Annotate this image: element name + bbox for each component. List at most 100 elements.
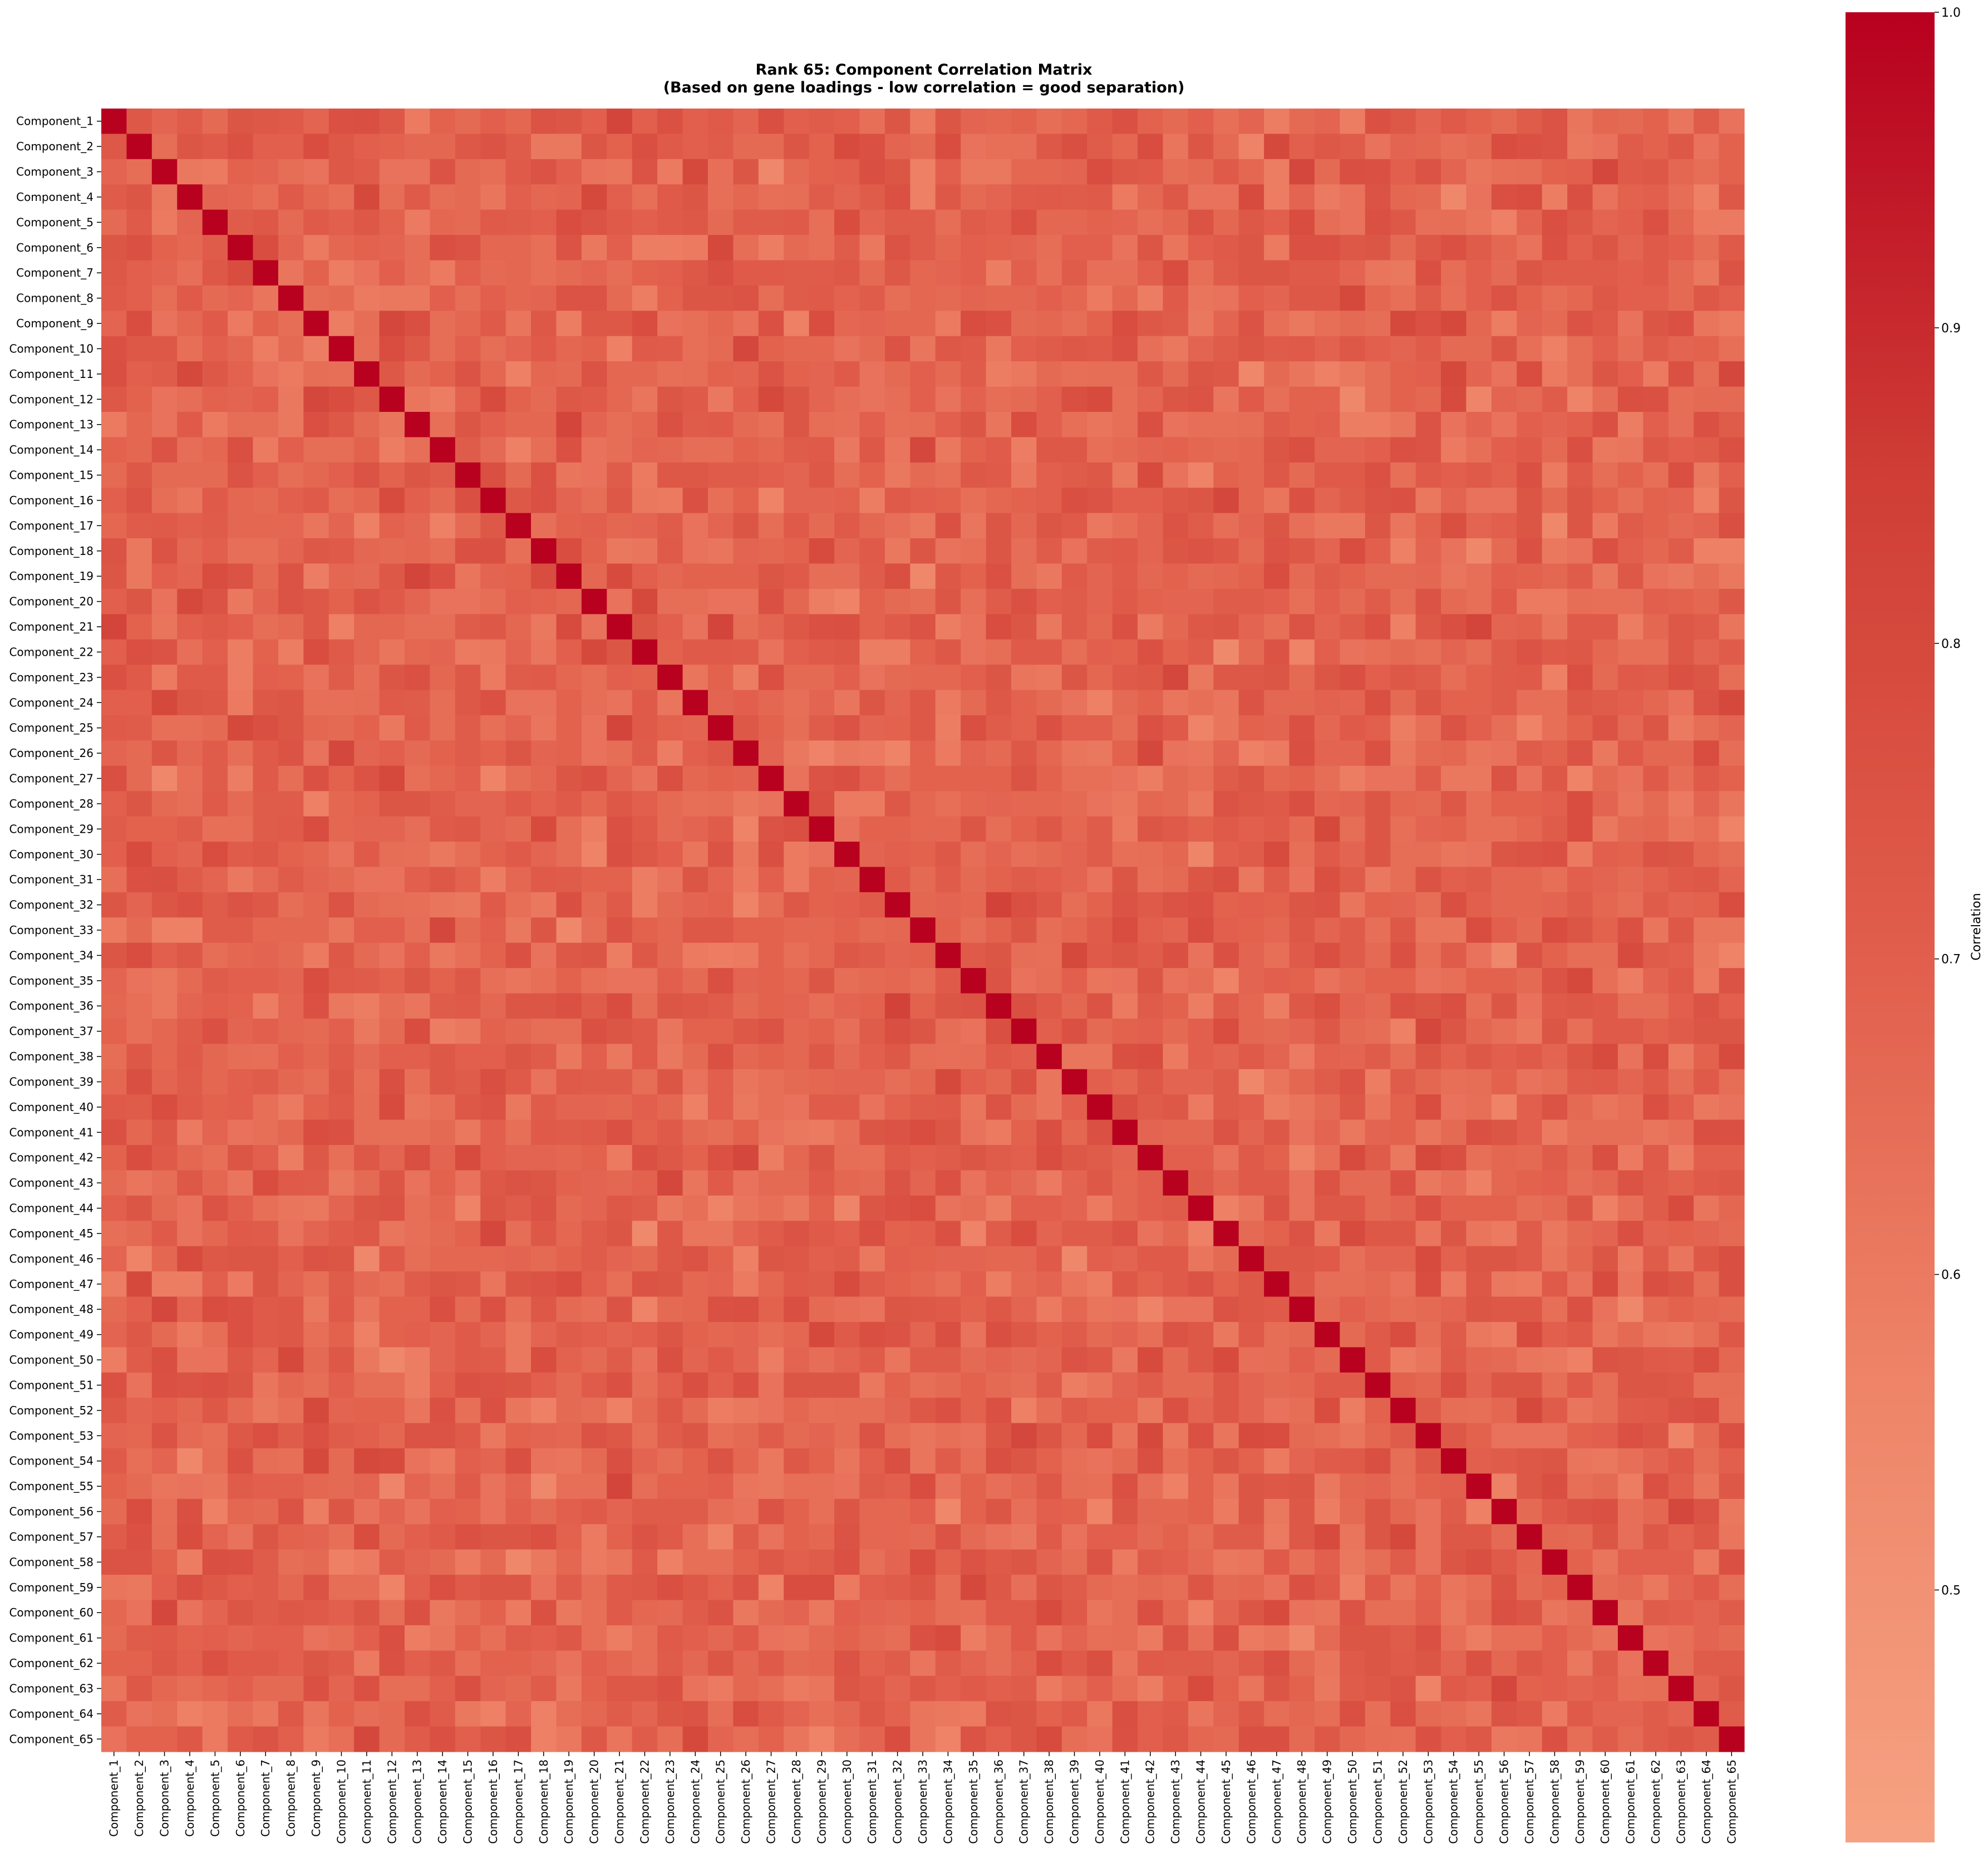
heatmap-cell — [228, 791, 254, 817]
heatmap-cell — [1517, 184, 1543, 210]
heatmap-cell — [1087, 235, 1113, 261]
heatmap-cell — [1719, 715, 1745, 741]
heatmap-cell — [1061, 134, 1088, 160]
heatmap-cell — [379, 488, 405, 514]
heatmap-cell — [935, 588, 961, 615]
heatmap-cell — [859, 1701, 885, 1727]
heatmap-cell — [480, 1600, 506, 1626]
heatmap-cell — [632, 1372, 658, 1398]
heatmap-cell — [253, 184, 279, 210]
heatmap-cell — [303, 462, 329, 488]
heatmap-cell — [607, 311, 633, 337]
heatmap-cell — [961, 639, 987, 665]
heatmap-cell — [1491, 260, 1517, 286]
heatmap-cell — [1592, 1398, 1618, 1424]
heatmap-cell — [328, 563, 355, 589]
heatmap-cell — [379, 816, 405, 842]
heatmap-cell — [278, 1650, 304, 1677]
heatmap-cell — [1011, 159, 1037, 185]
heatmap-cell — [809, 993, 835, 1019]
heatmap-cell — [1567, 791, 1593, 817]
heatmap-cell — [126, 1524, 152, 1550]
heatmap-cell — [1238, 1018, 1264, 1044]
heatmap-cell — [859, 361, 885, 387]
heatmap-cell — [531, 614, 557, 640]
heatmap-cell — [1112, 1044, 1138, 1070]
heatmap-cell — [404, 1575, 430, 1601]
heatmap-cell — [430, 816, 456, 842]
heatmap-cell — [101, 1119, 127, 1146]
heatmap-cell — [228, 1296, 254, 1323]
heatmap-cell — [707, 1094, 734, 1120]
heatmap-cell — [354, 842, 380, 868]
heatmap-cell — [834, 1321, 860, 1348]
heatmap-cell — [834, 1195, 860, 1221]
heatmap-cell — [1188, 968, 1214, 994]
heatmap-cell — [1163, 867, 1189, 893]
heatmap-cell — [1441, 842, 1467, 868]
heatmap-cell — [177, 1119, 203, 1146]
x-tick-label: Component_58 — [1548, 1759, 1561, 1844]
heatmap-cell — [834, 1423, 860, 1449]
heatmap-cell — [1163, 1145, 1189, 1171]
heatmap-cell — [228, 1271, 254, 1297]
heatmap-cell — [1188, 260, 1214, 286]
heatmap-cell — [1087, 1221, 1113, 1247]
heatmap-cell — [278, 1170, 304, 1196]
heatmap-cell — [1289, 109, 1315, 135]
heatmap-cell — [455, 538, 481, 564]
heatmap-cell — [986, 993, 1012, 1019]
heatmap-cell — [1289, 791, 1315, 817]
heatmap-cell — [1238, 209, 1264, 235]
heatmap-cell — [455, 1498, 481, 1525]
y-tick-label: Component_50 — [9, 1353, 94, 1367]
heatmap-cell — [657, 285, 683, 311]
heatmap-cell — [1238, 462, 1264, 488]
x-tick-label: Component_15 — [461, 1759, 475, 1844]
heatmap-cell — [884, 488, 911, 514]
heatmap-cell — [1694, 311, 1720, 337]
heatmap-cell — [1314, 488, 1340, 514]
heatmap-cell — [556, 462, 582, 488]
heatmap-cell — [101, 437, 127, 463]
heatmap-cell — [126, 1119, 152, 1146]
heatmap-cell — [1163, 1044, 1189, 1070]
heatmap-cell — [1466, 1549, 1492, 1575]
heatmap-cell — [961, 1398, 987, 1424]
heatmap-cell — [1314, 1726, 1340, 1752]
heatmap-cell — [632, 1726, 658, 1752]
heatmap-cell — [480, 411, 506, 438]
heatmap-cell — [228, 614, 254, 640]
heatmap-cell — [1011, 1473, 1037, 1500]
heatmap-cell — [607, 1675, 633, 1702]
heatmap-cell — [228, 1498, 254, 1525]
heatmap-cell — [1719, 588, 1745, 615]
heatmap-cell — [1694, 462, 1720, 488]
heatmap-cell — [556, 1498, 582, 1525]
heatmap-cell — [1061, 159, 1088, 185]
heatmap-cell — [758, 1398, 784, 1424]
heatmap-cell — [1694, 588, 1720, 615]
heatmap-cell — [1112, 1018, 1138, 1044]
heatmap-cell — [556, 336, 582, 362]
heatmap-cell — [278, 1372, 304, 1398]
heatmap-cell — [1491, 1018, 1517, 1044]
y-tick-label: Component_34 — [9, 948, 94, 962]
heatmap-cell — [1188, 1372, 1214, 1398]
heatmap-cell — [1466, 285, 1492, 311]
heatmap-cell — [253, 1321, 279, 1348]
heatmap-cell — [202, 285, 228, 311]
heatmap-cell — [607, 1625, 633, 1651]
heatmap-cell — [177, 437, 203, 463]
heatmap-cell — [1643, 1221, 1669, 1247]
heatmap-cell — [581, 1675, 607, 1702]
heatmap-cell — [1390, 1600, 1416, 1626]
heatmap-cell — [657, 260, 683, 286]
heatmap-cell — [1289, 1726, 1315, 1752]
heatmap-cell — [682, 842, 708, 868]
heatmap-cell — [657, 665, 683, 691]
heatmap-cell — [1517, 588, 1543, 615]
heatmap-cell — [101, 184, 127, 210]
y-tick-label: Component_37 — [9, 1025, 94, 1038]
heatmap-cell — [328, 1675, 355, 1702]
